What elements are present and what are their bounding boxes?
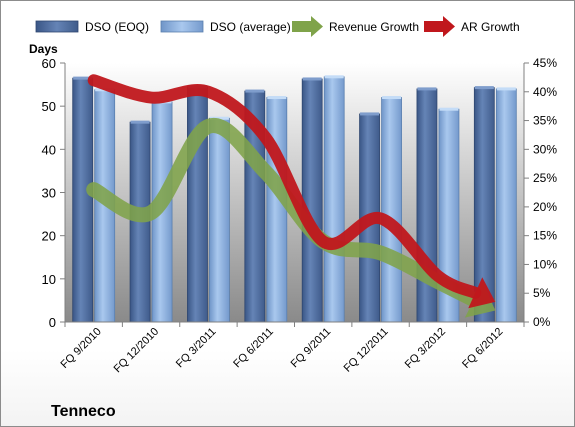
bar-dso-eoq-top	[73, 76, 93, 80]
bar-dso-avg	[323, 76, 345, 323]
y2-tick-label: 25%	[533, 171, 557, 185]
y-tick-label: 40	[42, 142, 56, 157]
y-tick-label: 10	[42, 272, 56, 287]
revenue-growth-line	[86, 118, 482, 308]
y-ticks-left: 0 10 20 30 40 50 60	[42, 56, 65, 330]
y2-tick-label: 0%	[533, 315, 551, 329]
legend-arrow-revenue-growth	[292, 16, 323, 37]
bar-dso-avg-top	[382, 96, 402, 100]
y2-tick-label: 30%	[533, 142, 557, 156]
bar-dso-avg	[495, 88, 517, 323]
bar-dso-eoq-top	[360, 112, 380, 116]
y2-tick-label: 10%	[533, 257, 557, 271]
y-tick-label: 20	[42, 229, 56, 244]
bar-dso-eoq-top	[302, 77, 322, 81]
bar-dso-eoq-top	[130, 120, 150, 124]
y-axis-title: Days	[29, 42, 58, 56]
ar-growth-arrowhead	[468, 277, 496, 309]
legend-item-revenue-growth: Revenue Growth	[292, 16, 419, 37]
legend-swatch-dso-eoq	[35, 20, 79, 33]
x-tick-label: FQ 3/2012	[403, 326, 448, 371]
lines-layer	[86, 74, 496, 318]
bar-dso-eoq-top	[417, 87, 437, 91]
bar-dso-avg-top	[209, 116, 229, 120]
legend-item-dso-eoq: DSO (EOQ)	[35, 20, 149, 34]
x-tick-label: FQ 12/2010	[112, 326, 162, 376]
bar-dso-eoq-top	[474, 86, 494, 90]
legend: DSO (EOQ) DSO (average) Revenue Growth A…	[35, 16, 520, 37]
y2-tick-label: 20%	[533, 200, 557, 214]
x-tick-label: FQ 9/2011	[289, 326, 334, 371]
bar-dso-avg	[266, 97, 288, 323]
y-ticks-right: 0% 5% 10% 15% 20% 25% 30% 35% 40% 45%	[524, 56, 557, 329]
bar-dso-avg-top	[496, 87, 516, 91]
legend-swatch-dso-avg	[160, 20, 204, 33]
bar-dso-eoq-top	[245, 89, 265, 93]
bar-dso-avg-top	[439, 107, 459, 111]
y2-tick-label: 35%	[533, 114, 557, 128]
bar-dso-avg-top	[324, 75, 344, 79]
ar-growth-line	[87, 74, 482, 299]
y-tick-label: 30	[42, 186, 56, 201]
x-tick-label: FQ 6/2012	[460, 326, 505, 371]
x-tick-label: FQ 9/2010	[59, 326, 104, 371]
company-name: Tenneco	[51, 403, 116, 420]
legend-item-dso-avg: DSO (average)	[160, 20, 291, 34]
bar-dso-avg	[381, 97, 402, 323]
bar-dso-eoq	[301, 78, 323, 323]
x-tick-label: FQ 12/2011	[342, 326, 391, 375]
y2-tick-label: 45%	[533, 56, 557, 70]
y2-tick-label: 5%	[533, 286, 551, 300]
legend-label-revenue-growth: Revenue Growth	[329, 20, 419, 34]
bar-dso-avg-top	[267, 96, 287, 100]
y-tick-label: 0	[49, 315, 56, 330]
legend-label-dso-eoq: DSO (EOQ)	[85, 20, 149, 34]
bar-dso-eoq	[72, 77, 94, 323]
legend-item-ar-growth: AR Growth	[424, 16, 520, 37]
legend-arrow-ar-growth	[424, 16, 455, 37]
bar-dso-avg	[209, 117, 230, 323]
legend-label-dso-avg: DSO (average)	[210, 20, 291, 34]
y2-tick-label: 40%	[533, 85, 557, 99]
x-tick-label: FQ 3/2011	[174, 326, 219, 371]
y-tick-label: 60	[42, 56, 56, 71]
x-tick-label: FQ 6/2011	[231, 326, 276, 371]
y2-tick-label: 15%	[533, 229, 557, 243]
legend-label-ar-growth: AR Growth	[461, 20, 520, 34]
x-ticks: FQ 9/2010 FQ 12/2010 FQ 3/2011 FQ 6/2011 FQ …	[59, 322, 525, 376]
y-tick-label: 50	[42, 99, 56, 114]
